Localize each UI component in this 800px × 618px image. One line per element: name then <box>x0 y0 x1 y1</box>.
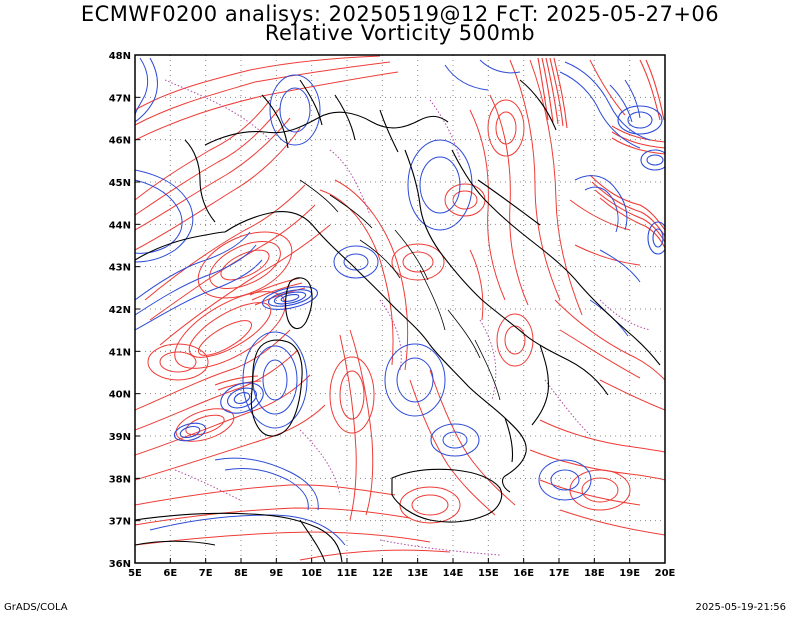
lat-tick-label: 37N <box>109 517 131 528</box>
lat-tick-label: 43N <box>109 263 131 274</box>
map-title-line-2: Relative Vorticity 500mb <box>264 21 536 45</box>
lat-tick-label: 36N <box>109 559 131 570</box>
lat-tick-label: 39N <box>109 432 131 443</box>
lon-tick-label: 20E <box>655 568 676 579</box>
lat-tick-label: 40N <box>109 390 131 401</box>
lon-tick-label: 8E <box>234 568 248 579</box>
lon-tick-label: 15E <box>478 568 499 579</box>
lon-tick-label: 12E <box>372 568 393 579</box>
lon-tick-label: 9E <box>269 568 283 579</box>
lon-tick-label: 5E <box>128 568 142 579</box>
lat-tick-label: 42N <box>109 305 131 316</box>
software-credit: GrADS/COLA <box>4 602 68 613</box>
lon-tick-label: 18E <box>584 568 605 579</box>
lon-tick-label: 11E <box>337 568 358 579</box>
lon-tick-label: 16E <box>513 568 534 579</box>
render-timestamp: 2025-05-19-21:56 <box>695 602 786 613</box>
lon-tick-label: 7E <box>199 568 213 579</box>
contour-field <box>135 55 665 561</box>
map-title-line-1: ECMWF0200 analisys: 20250519@12 FcT: 202… <box>80 2 720 26</box>
lat-tick-label: 47N <box>109 93 131 104</box>
lon-tick-label: 19E <box>619 568 640 579</box>
lat-tick-label: 46N <box>109 136 131 147</box>
lon-tick-label: 6E <box>163 568 177 579</box>
coastlines-and-borders <box>135 79 661 563</box>
lat-tick-label: 38N <box>109 474 131 485</box>
lon-tick-label: 17E <box>549 568 570 579</box>
lat-tick-label: 41N <box>109 347 131 358</box>
lat-tick-label: 48N <box>109 51 131 62</box>
lat-lon-grid <box>135 55 665 563</box>
lon-tick-label: 14E <box>443 568 464 579</box>
lat-tick-label: 45N <box>109 178 131 189</box>
lon-tick-label: 10E <box>301 568 322 579</box>
axis-ticks: 5E 6E 7E 8E 9E 10E 11E 12E 13E 14E 15E 16E 17E 18E 19E… <box>109 51 676 579</box>
lat-tick-label: 44N <box>109 220 131 231</box>
lon-tick-label: 13E <box>407 568 428 579</box>
